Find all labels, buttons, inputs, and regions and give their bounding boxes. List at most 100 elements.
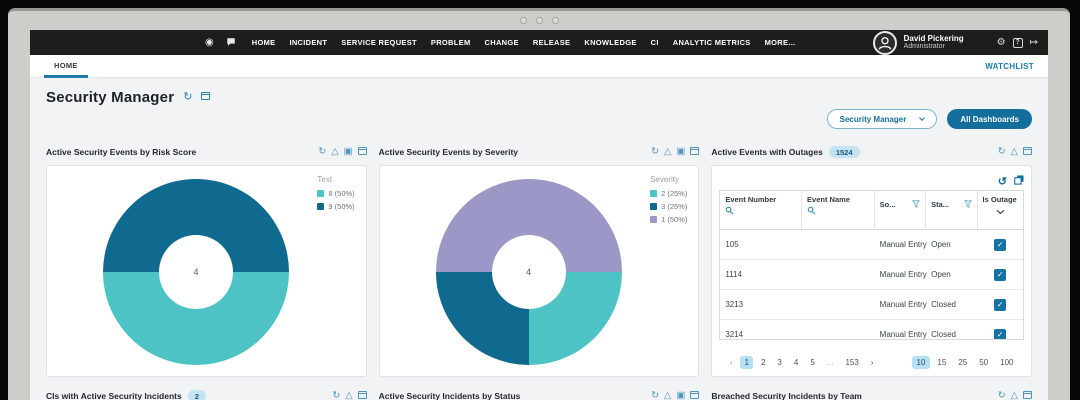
menu-item-more[interactable]: MORE... [764,38,796,47]
top-navbar: ◉ HOME INCIDENT SERVICE REQUEST PROBLEM … [30,30,1048,55]
column-header-event-number[interactable]: Event Number [720,191,803,229]
page-button[interactable]: 1 [740,356,754,369]
refresh-icon[interactable]: ↻ [997,146,1006,158]
risk-score-donut-chart[interactable]: 4 [103,179,289,365]
export-icon[interactable]: △ [664,146,672,158]
menu-item-home[interactable]: HOME [251,38,276,47]
page-button[interactable]: 4 [793,358,799,367]
refresh-icon[interactable]: ↻ [318,146,327,158]
chat-icon[interactable] [226,34,236,52]
undo-icon[interactable]: ↺ [997,175,1007,188]
panel-incidents-by-status: Active Security Incidents by Status ↻ △ … [379,383,700,400]
refresh-dashboard-icon[interactable]: ↻ [183,90,193,103]
refresh-icon[interactable]: ↻ [651,146,660,158]
expand-window-icon[interactable] [690,390,700,400]
filter-funnel-icon[interactable] [963,195,972,213]
export-icon[interactable]: △ [331,146,339,158]
menu-item-change[interactable]: CHANGE [484,38,519,47]
expand-window-icon[interactable] [357,146,367,158]
panel-title: Active Security Events by Risk Score [46,147,197,157]
legend-entry[interactable]: 3 (25%) [650,202,687,211]
menu-item-ci[interactable]: CI [650,38,659,47]
severity-donut-chart[interactable]: 4 [435,179,622,365]
target-icon[interactable]: ◉ [205,36,214,48]
column-header-event-name[interactable]: Event Name [802,191,875,229]
page-size-button[interactable]: 15 [937,358,947,367]
menu-item-service-request[interactable]: SERVICE REQUEST [341,38,417,47]
settings-wrench-icon[interactable]: ⚙ [996,36,1006,48]
copy-columns-icon[interactable] [1014,172,1024,190]
legend-entry[interactable]: 2 (25%) [650,189,687,198]
expand-window-icon[interactable] [1022,390,1032,400]
page-button[interactable]: 3 [777,358,782,367]
watchlist-link[interactable]: WATCHLIST [985,61,1034,71]
image-icon[interactable]: ▣ [343,146,353,158]
next-page-button[interactable]: › [870,358,874,367]
refresh-icon[interactable]: ↻ [332,390,341,400]
search-icon[interactable] [725,202,734,220]
menu-item-knowledge[interactable]: KNOWLEDGE [584,38,637,47]
tab-home[interactable]: HOME [44,54,88,78]
page-size-button[interactable]: 50 [979,358,989,367]
legend-entry[interactable]: 8 (50%) [317,189,355,198]
page-size-button[interactable]: 25 [958,358,968,367]
chart-legend: Severity 2 (25%) 3 (25%) 1 (50%) [650,175,687,224]
page-size-button[interactable]: 10 [912,356,930,369]
user-avatar[interactable] [872,30,897,55]
panel-title: Active Security Incidents by Status [378,391,521,400]
chevron-down-icon[interactable] [996,202,1005,220]
window-dot [519,17,527,24]
column-header-is-outage[interactable]: Is Outage [978,191,1023,229]
window-dot [551,17,559,24]
legend-entry[interactable]: 1 (50%) [650,215,687,224]
is-outage-checkbox[interactable]: ✓ [994,238,1007,251]
is-outage-checkbox[interactable]: ✓ [994,268,1007,281]
image-icon[interactable]: ▣ [676,390,686,400]
menu-item-incident[interactable]: INCIDENT [289,38,328,47]
is-outage-checkbox[interactable]: ✓ [994,298,1007,311]
legend-title: Text [317,175,333,184]
expand-window-icon[interactable] [1022,146,1032,158]
prev-page-button[interactable]: ‹ [729,358,733,367]
user-menu[interactable]: David Pickering Administrator [904,34,964,51]
expand-window-icon[interactable] [357,390,367,400]
dashboard-select[interactable]: Security Manager [826,109,938,129]
pagination: ‹ 1 2 3 4 5 ... 153 › 10 15 [719,352,1024,370]
legend-swatch [650,216,658,223]
window-dots [8,17,1070,24]
menu-item-analytic-metrics[interactable]: ANALYTIC METRICS [672,38,751,47]
table-row[interactable]: 105 Manual Entry Open ✓ [720,230,1023,260]
page-size-button[interactable]: 100 [1000,358,1014,367]
column-header-state[interactable]: Sta... [926,191,978,229]
legend-entry[interactable]: 9 (50%) [317,202,355,211]
menu-item-release[interactable]: RELEASE [532,38,571,47]
page-ellipsis: ... [826,358,834,367]
all-dashboards-button[interactable]: All Dashboards [947,109,1032,129]
table-row[interactable]: 3214 Manual Entry Closed ✓ [720,320,1023,339]
export-icon[interactable]: △ [664,390,672,400]
page-button[interactable]: 2 [760,358,766,367]
panel-outages: Active Events with Outages 1524 ↻ △ ↺ [711,139,1032,377]
count-badge: 2 [187,390,206,400]
logout-icon[interactable]: ↦ [1029,36,1038,48]
layout-icon[interactable] [201,91,211,103]
legend-swatch [317,203,325,210]
search-icon[interactable] [807,202,816,220]
export-icon[interactable]: △ [1010,146,1018,158]
refresh-icon[interactable]: ↻ [651,390,660,400]
export-icon[interactable]: △ [345,390,353,400]
filter-funnel-icon[interactable] [912,195,921,213]
image-icon[interactable]: ▣ [676,146,686,158]
table-row[interactable]: 3213 Manual Entry Closed ✓ [720,290,1023,320]
menu-item-problem[interactable]: PROBLEM [430,38,471,47]
main-menu: HOME INCIDENT SERVICE REQUEST PROBLEM CH… [252,38,796,47]
refresh-icon[interactable]: ↻ [997,390,1006,400]
is-outage-checkbox[interactable]: ✓ [994,328,1007,339]
help-icon[interactable]: ? [1012,37,1023,48]
column-header-source[interactable]: So... [875,191,927,229]
export-icon[interactable]: △ [1010,390,1018,400]
page-button[interactable]: 5 [810,358,815,367]
table-row[interactable]: 1114 Manual Entry Open ✓ [720,260,1023,290]
expand-window-icon[interactable] [690,146,700,158]
page-button[interactable]: 153 [845,358,859,367]
